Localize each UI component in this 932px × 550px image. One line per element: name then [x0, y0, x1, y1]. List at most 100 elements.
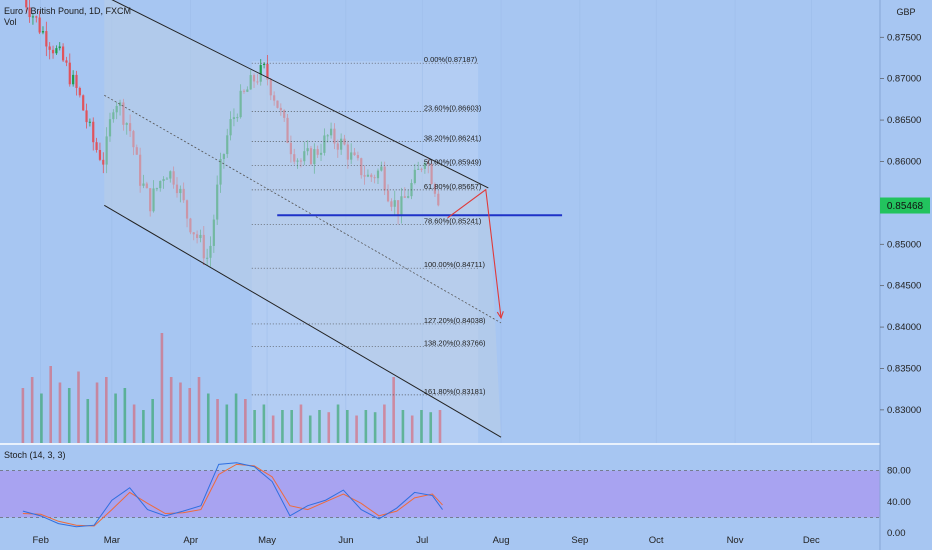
- volume-bar: [401, 410, 405, 443]
- volume-bar: [253, 410, 256, 443]
- candle-body: [28, 7, 31, 18]
- channel-mid-line: [104, 94, 502, 324]
- volume-bar: [346, 410, 349, 443]
- volume-bar: [160, 333, 164, 443]
- volume-bar: [40, 393, 43, 443]
- volume-bar: [142, 410, 145, 443]
- candle-body: [55, 48, 58, 54]
- fib-level-label: 100.00%(0.84711): [424, 260, 486, 269]
- volume-bar: [392, 377, 395, 443]
- fib-level-label: 0.00%(0.87187): [424, 55, 478, 64]
- candle-body: [75, 74, 78, 88]
- candle-body: [85, 110, 88, 123]
- volume-bar: [49, 366, 52, 443]
- volume-bar: [105, 377, 108, 443]
- month-label: Nov: [727, 535, 744, 546]
- candle-body: [92, 121, 95, 143]
- volume-bar: [225, 404, 229, 443]
- candle-body: [68, 62, 71, 85]
- fib-level-label: 50.00%(0.85949): [424, 158, 482, 167]
- month-label: Feb: [33, 535, 49, 546]
- price-tick-label: 0.85000: [887, 239, 921, 250]
- volume-bar: [429, 412, 433, 443]
- volume-bar: [123, 388, 127, 443]
- stoch-tick-label: 80.00: [887, 466, 911, 477]
- candle-body: [35, 16, 38, 18]
- price-tick-label: 0.83000: [887, 405, 921, 416]
- stoch-tick-label: 40.00: [887, 497, 911, 508]
- volume-bar: [58, 382, 62, 443]
- channel-fill: [104, 0, 502, 438]
- candle-body: [58, 46, 61, 49]
- symbol-title: Euro / British Pound, 1D, FXCM: [4, 6, 132, 16]
- volume-bar: [299, 404, 303, 443]
- candle-body: [102, 159, 105, 165]
- volume-bar: [318, 410, 321, 443]
- fib-level-label: 61.80%(0.85657): [424, 182, 482, 191]
- volume-bar: [197, 377, 201, 443]
- month-label: Apr: [183, 535, 198, 546]
- fib-level-label: 38.20%(0.86241): [424, 134, 482, 143]
- volume-bar: [151, 399, 154, 443]
- candle-body: [266, 63, 269, 80]
- stoch-band: [0, 470, 880, 518]
- volume-bar: [21, 388, 25, 443]
- candle-body: [98, 149, 102, 160]
- currency-label: GBP: [896, 7, 915, 17]
- price-tick-label: 0.87000: [887, 74, 921, 85]
- volume-bar: [364, 410, 368, 443]
- volume-bar: [216, 399, 219, 443]
- month-label: Jul: [416, 535, 428, 546]
- channel-lower-line: [104, 204, 502, 438]
- month-label: Jun: [338, 535, 353, 546]
- fib-level-label: 138.20%(0.83766): [424, 338, 486, 347]
- price-tick-label: 0.86500: [887, 115, 921, 126]
- month-label: May: [258, 535, 276, 546]
- fib-level-label: 23.60%(0.86603): [424, 104, 482, 113]
- month-label: Aug: [493, 535, 510, 546]
- candle-body: [82, 95, 85, 111]
- candle-body: [38, 17, 41, 33]
- candle-body: [41, 31, 45, 33]
- candle-body: [45, 31, 48, 47]
- month-label: Sep: [571, 535, 588, 546]
- candle-body: [48, 46, 51, 50]
- volume-bar: [355, 415, 358, 443]
- channel-upper-line: [111, 0, 489, 189]
- stoch-tick-label: 0.00: [887, 528, 906, 539]
- volume-bar: [95, 382, 99, 443]
- price-axis-panel: [880, 0, 932, 550]
- candle-body: [25, 0, 28, 8]
- volume-bar: [410, 415, 414, 443]
- volume-bar: [336, 404, 340, 443]
- last-price-badge: [880, 197, 930, 214]
- volume-bar: [420, 410, 423, 443]
- candle-body: [88, 121, 91, 123]
- fib-level-label: 127.20%(0.84038): [424, 316, 486, 325]
- volume-bar: [206, 393, 210, 443]
- candle-body: [78, 87, 81, 96]
- candle-body: [61, 46, 65, 61]
- volume-bar: [77, 371, 80, 443]
- candle-body: [65, 60, 68, 63]
- month-label: Mar: [104, 535, 120, 546]
- volume-bar: [373, 412, 377, 443]
- volume-bar: [262, 404, 266, 443]
- price-tick-label: 0.83500: [887, 363, 921, 374]
- month-label: Oct: [649, 535, 664, 546]
- month-label: Dec: [803, 535, 820, 546]
- volume-bar: [179, 382, 182, 443]
- price-tick-label: 0.86000: [887, 156, 921, 167]
- stoch-k-line: [22, 462, 443, 528]
- fib-level-label: 161.80%(0.83181): [424, 387, 486, 396]
- volume-bar: [308, 415, 312, 443]
- candle-body: [95, 142, 98, 150]
- volume-label: Vol: [4, 17, 17, 27]
- volume-bar: [271, 415, 275, 443]
- fib-level-label: 78.60%(0.85241): [424, 216, 482, 225]
- volume-bar: [327, 412, 331, 443]
- price-tick-label: 0.84000: [887, 322, 921, 333]
- candle-body: [259, 65, 262, 82]
- volume-bar: [86, 399, 90, 443]
